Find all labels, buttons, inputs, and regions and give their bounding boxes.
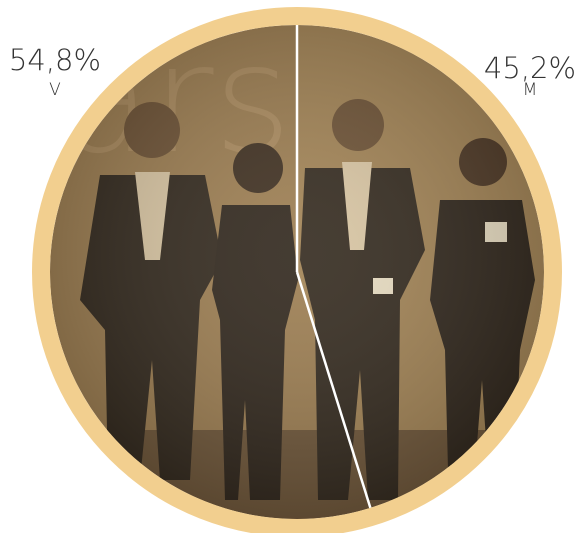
category-label: V: [49, 80, 61, 100]
labels: 54,8% V 45,2%M: [9, 43, 576, 100]
category-label: M: [523, 80, 538, 100]
pie-ring: [32, 7, 562, 533]
value-label: 45,2%: [484, 51, 576, 85]
dividers: [295, 25, 372, 509]
slice-divider: [295, 271, 372, 509]
value-label: 54,8%: [9, 43, 101, 77]
